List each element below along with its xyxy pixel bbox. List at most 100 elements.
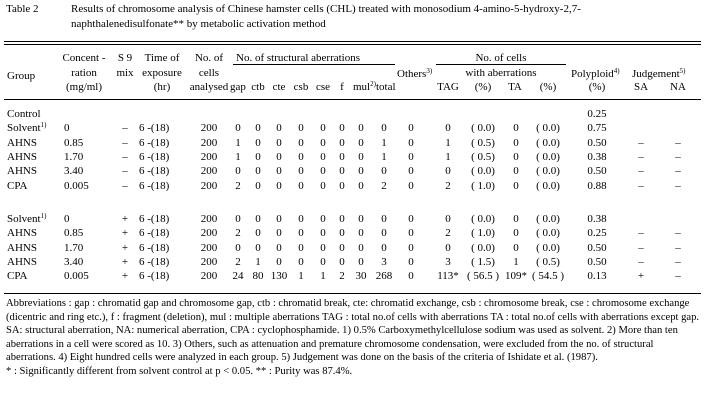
header-struct: No. of structural aberrations — [236, 52, 361, 64]
cell-mul: 0 — [358, 150, 364, 163]
cell-ctb: 0 — [255, 241, 261, 254]
header-conc-3: (mg/ml) — [65, 81, 103, 93]
cell-cte: 0 — [276, 255, 282, 268]
cell-csb: 1 — [298, 270, 304, 283]
cell-s9: + — [121, 213, 129, 225]
cell-cte: 0 — [276, 165, 282, 178]
cell-cells: 200 — [200, 255, 218, 268]
cell-na: – — [675, 255, 681, 268]
cell-f: 0 — [339, 136, 345, 149]
cell-cells: 200 — [200, 179, 218, 192]
footnote-significance: * : Significantly different from solvent… — [6, 365, 353, 377]
cell-cse: 0 — [320, 122, 326, 135]
cell-csb: 0 — [298, 227, 304, 240]
cell-na: – — [675, 270, 681, 283]
cell-cte: 0 — [276, 122, 282, 135]
cell-f: 0 — [339, 179, 345, 192]
cell-cells: 200 — [200, 270, 218, 283]
cell-time: 6 -(18) — [139, 165, 170, 178]
cell-ta: 0 — [513, 122, 519, 135]
cell-others: 0 — [408, 255, 414, 268]
cell-poly: 0.38 — [587, 150, 607, 163]
header-cells-2: cells — [198, 67, 220, 79]
cell-sa: – — [638, 241, 644, 254]
header-group: Group — [7, 70, 36, 82]
cell-ta: 0 — [513, 179, 519, 192]
cell-ctb: 0 — [255, 150, 261, 163]
cell-tag: 3 — [445, 255, 451, 268]
cell-tagp: ( 56.5 ) — [466, 270, 500, 283]
row-group: AHNS — [7, 165, 37, 178]
cell-cse: 0 — [320, 179, 326, 192]
cell-poly: 0.75 — [587, 122, 607, 135]
cell-mul: 0 — [358, 122, 364, 135]
cell-others: 0 — [408, 122, 414, 135]
cell-others: 0 — [408, 270, 414, 283]
cell-tagp: ( 0.0) — [471, 241, 495, 254]
cell-poly: 0.50 — [587, 241, 607, 254]
header-mul: mul2) — [353, 80, 376, 94]
cell-total: 0 — [381, 165, 387, 178]
cell-tagp: ( 1.0) — [471, 227, 495, 240]
cell-time: 6 -(18) — [139, 255, 170, 268]
header-na: NA — [670, 81, 686, 93]
cell-csb: 0 — [298, 255, 304, 268]
cell-time: 6 -(18) — [139, 179, 170, 192]
cell-na: – — [675, 241, 681, 254]
row-group: Solvent1) — [7, 121, 47, 135]
header-judgement: Judgement5) — [632, 67, 686, 81]
cell-tag: 1 — [445, 150, 451, 163]
row-group: AHNS — [7, 255, 37, 268]
cell-na: – — [675, 179, 681, 192]
cell-csb: 0 — [298, 179, 304, 192]
header-f: f — [340, 81, 344, 93]
header-tag: TAG — [437, 81, 459, 93]
cell-tagp: ( 0.0) — [471, 165, 495, 178]
header-ta: TA — [508, 81, 522, 93]
cell-mul: 0 — [358, 213, 364, 225]
header-others: Others3) — [397, 67, 433, 81]
cell-gap: 1 — [235, 150, 241, 163]
cell-csb: 0 — [298, 150, 304, 163]
cell-conc: 0.005 — [64, 270, 89, 283]
cell-others: 0 — [408, 227, 414, 240]
cell-gap: 2 — [235, 255, 241, 268]
cell-others: 0 — [408, 241, 414, 254]
cell-poly: 0.13 — [587, 270, 607, 283]
cell-csb: 0 — [298, 241, 304, 254]
cell-poly: 0.50 — [587, 255, 607, 268]
cell-ctb: 0 — [255, 122, 261, 135]
cell-cse: 0 — [320, 213, 326, 225]
cell-others: 0 — [408, 213, 414, 225]
cell-tag: 2 — [445, 179, 451, 192]
cell-ta: 109* — [505, 270, 527, 283]
header-polyploid: Polyploid4) — [571, 67, 620, 81]
cell-time: 6 -(18) — [139, 213, 170, 225]
cell-csb: 0 — [298, 213, 304, 225]
cell-tap: ( 0.0) — [536, 179, 560, 192]
cell-time: 6 -(18) — [139, 150, 170, 163]
cell-others: 0 — [408, 150, 414, 163]
cell-time: 6 -(18) — [139, 227, 170, 240]
cell-csb: 0 — [298, 136, 304, 149]
cell-sa: – — [638, 165, 644, 178]
header-cte: cte — [272, 81, 286, 93]
cell-conc: 0.85 — [64, 136, 84, 149]
cell-others: 0 — [408, 165, 414, 178]
row-group: Solvent1) — [7, 212, 47, 226]
header-sa: SA — [633, 81, 649, 93]
cell-conc: 0.85 — [64, 227, 84, 240]
cell-tag: 0 — [445, 213, 451, 225]
row-group: CPA — [7, 179, 28, 192]
cell-f: 2 — [339, 270, 345, 283]
header-conc-1: Concent - — [62, 52, 106, 64]
cell-mul: 0 — [358, 136, 364, 149]
header-cse: cse — [315, 81, 331, 93]
table-label: Table 2 — [6, 3, 39, 15]
cell-total: 268 — [375, 270, 393, 283]
cell-ta: 0 — [513, 165, 519, 178]
footnote-abbreviations: Abbreviations : gap : chromatid gap and … — [6, 298, 700, 364]
cell-tag: 0 — [445, 165, 451, 178]
cell-mul: 0 — [358, 179, 364, 192]
cell-cte: 130 — [270, 270, 288, 283]
